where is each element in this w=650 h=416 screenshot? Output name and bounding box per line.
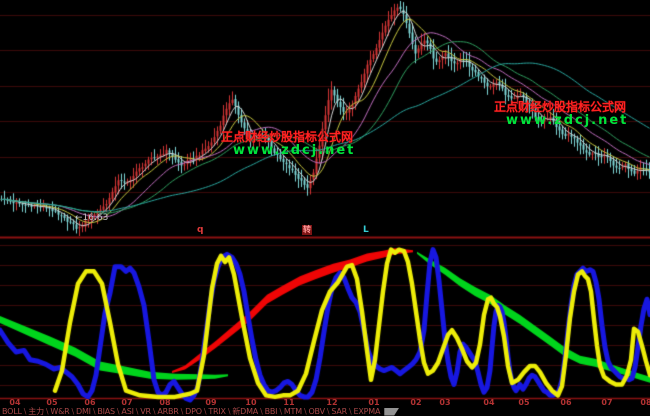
watermark-site-name: 正点财经炒股指标公式网 [221,130,354,144]
tab-zhuli[interactable]: 主力 [22,407,44,416]
x-axis-month-label: 04 [9,398,21,407]
tab-xindma[interactable]: 新DMA [226,407,258,416]
x-axis-month-row: 04 05 06 07 08 09 10 11 12 01 02 03 04 05 06 07 08 [0,399,650,408]
tab-vr[interactable]: VR [134,407,151,416]
tab-dmi[interactable]: DMI [69,407,91,416]
watermark: 正点财经炒股指标公式网 www.zdcj.net [494,100,629,129]
x-axis-month-label: 12 [326,398,338,407]
x-axis-month-label: 01 [368,398,380,407]
price-annotation: ←16.63 [75,213,108,223]
tab-asi[interactable]: ASI [115,407,134,416]
tab-wr[interactable]: W&R [44,407,69,416]
watermark-url: www.zdcj.net [506,113,629,129]
x-axis-month-label: 04 [483,398,495,407]
tab-bbi[interactable]: BBI [258,407,278,416]
price-annotation-arrow-icon: ← [75,213,83,223]
x-axis-month-label: 03 [439,398,451,407]
tab-sar[interactable]: SAR [325,407,347,416]
x-axis-month-label: 10 [245,398,257,407]
x-axis-month-label: 02 [410,398,422,407]
x-axis-month-label: 07 [601,398,613,407]
x-axis-month-label: 09 [205,398,217,407]
x-axis-month-label: 06 [560,398,572,407]
tab-scroll-arrow-icon[interactable] [384,407,400,416]
x-axis-month-label: 11 [283,398,295,407]
watermark-url: www.zdcj.net [233,143,356,159]
watermark: 正点财经炒股指标公式网 www.zdcj.net [221,130,356,159]
indicator-tab-bar: BOLL主力W&RDMIBIASASIVRARBRDPOTRIX新DMABBIM… [2,407,400,416]
tab-arbr[interactable]: ARBR [151,407,178,416]
tab-expma[interactable]: EXPMA [347,407,381,416]
x-axis-month-label: 05 [518,398,530,407]
x-axis-month-label: 08 [640,398,650,407]
x-axis-month-label: 05 [46,398,58,407]
tab-boll[interactable]: BOLL [2,407,22,416]
indicator-marker: q [197,225,204,235]
watermark-site-name: 正点财经炒股指标公式网 [494,100,627,114]
indicator-marker: 转 [302,225,312,235]
tab-dpo[interactable]: DPO [179,407,202,416]
x-axis-month-label: 06 [84,398,96,407]
x-axis-month-label: 08 [159,398,171,407]
tab-mtm[interactable]: MTM [277,407,302,416]
tab-obv[interactable]: OBV [302,407,325,416]
indicator-marker: L [363,225,369,235]
price-annotation-value: 16.63 [82,213,109,223]
x-axis-month-label: 07 [121,398,133,407]
tab-trix[interactable]: TRIX [202,407,226,416]
tab-bias[interactable]: BIAS [91,407,115,416]
